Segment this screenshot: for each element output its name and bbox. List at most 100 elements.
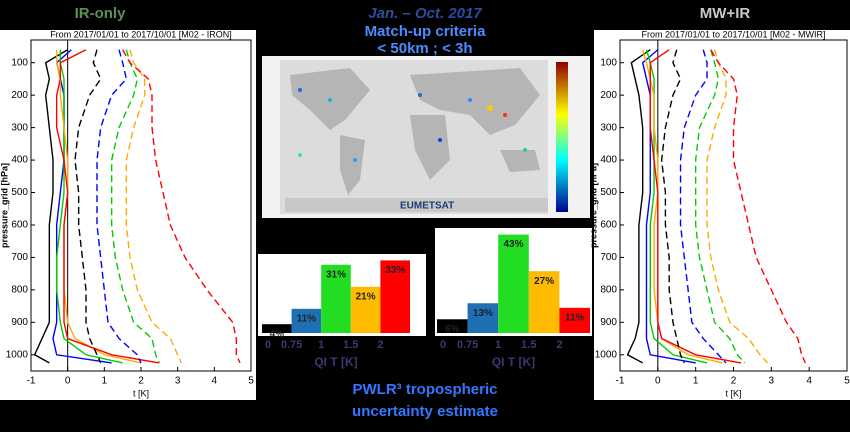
- bar: [380, 260, 410, 333]
- y-tick-label: 200: [600, 90, 617, 101]
- x-tick-label: 0.75: [457, 339, 478, 351]
- bar-label: 11%: [297, 313, 317, 324]
- map-logo: EUMETSAT: [400, 201, 454, 212]
- profile-line: [626, 49, 651, 364]
- right-heading: MW+IR: [700, 5, 751, 22]
- bar-label: 33%: [385, 265, 405, 276]
- criteria: Match-up criteria: [365, 23, 487, 40]
- left-panel: [0, 30, 256, 400]
- x-tick-label: 0: [440, 339, 446, 351]
- y-tick-label: 600: [11, 220, 28, 231]
- x-tick-label: 2: [377, 339, 383, 351]
- x-tick-label: 3: [769, 376, 775, 387]
- profile-line: [710, 49, 807, 364]
- land: [410, 115, 450, 180]
- y-tick-label: 800: [11, 285, 28, 296]
- bar: [321, 264, 351, 333]
- bar: [262, 324, 292, 333]
- land: [410, 68, 540, 135]
- x-tick-label: -1: [616, 376, 625, 387]
- profile-line: [641, 49, 696, 364]
- bar-label: 27%: [534, 276, 554, 287]
- station: [418, 93, 422, 97]
- station: [438, 138, 442, 142]
- x-tick-label: 0.75: [281, 339, 302, 351]
- land: [285, 198, 548, 212]
- profile-line: [74, 49, 102, 364]
- x-tick-label: 3: [175, 376, 181, 387]
- y-tick-label: 200: [11, 90, 28, 101]
- bar-label: 13%: [473, 308, 493, 319]
- profile-line: [694, 49, 746, 364]
- x-tick-label: 4: [212, 376, 218, 387]
- subtitle: From 2017/01/01 to 2017/10/01 [M02 - IRO…: [50, 29, 232, 39]
- profile-line: [55, 49, 160, 364]
- profile-line: [55, 49, 123, 364]
- y-tick-label: 100: [11, 57, 28, 68]
- period: Jan. – Oct. 2017: [368, 5, 482, 22]
- y-tick-label: 800: [600, 285, 617, 296]
- bar: [350, 286, 381, 333]
- x-tick-label: 1: [318, 339, 324, 351]
- station: [487, 105, 493, 111]
- x-tick-label: 1: [693, 376, 699, 387]
- x-tick-label: 5: [844, 376, 850, 387]
- y-tick-label: 500: [600, 187, 617, 198]
- station: [503, 113, 507, 117]
- y-tick-label: 400: [600, 155, 617, 166]
- y-tick-label: 300: [11, 122, 28, 133]
- x-tick-label: 1: [495, 339, 501, 351]
- land: [500, 150, 540, 172]
- bar-label: 31%: [326, 269, 346, 280]
- bar: [291, 308, 322, 333]
- y-axis-label: pressure_grid [hPa]: [0, 163, 9, 248]
- y-tick-label: 100: [600, 57, 617, 68]
- x-tick-label: 2: [138, 376, 144, 387]
- profile-line: [645, 49, 708, 364]
- left-heading: IR-only: [75, 5, 126, 22]
- caption: PWLR³ tropospheric: [353, 381, 498, 398]
- x-tick-label: 4: [806, 376, 812, 387]
- bar: [437, 319, 468, 333]
- bar-label: 6%: [445, 324, 460, 335]
- y-tick-label: 900: [600, 317, 617, 328]
- bar-label: 11%: [565, 312, 585, 323]
- x-tick-label: -1: [27, 376, 36, 387]
- x-axis-label: QI T [K]: [314, 355, 357, 369]
- x-tick-label: 2: [556, 339, 562, 351]
- right-panel: [594, 30, 850, 400]
- bar: [498, 234, 529, 333]
- profile-line: [33, 49, 69, 364]
- land: [340, 135, 365, 195]
- y-tick-label: 300: [600, 122, 617, 133]
- station: [298, 88, 302, 92]
- profile-line: [660, 49, 685, 364]
- y-axis-label: pressure_grid [hPa]: [588, 163, 598, 248]
- x-tick-label: 1.5: [521, 339, 536, 351]
- caption: uncertainty estimate: [352, 403, 498, 420]
- x-tick-label: 0: [655, 376, 661, 387]
- station: [523, 148, 527, 152]
- x-tick-label: 1.5: [343, 339, 358, 351]
- bar: [528, 271, 560, 333]
- profile-line: [679, 49, 727, 364]
- bar-label: 43%: [503, 239, 523, 250]
- subtitle: From 2017/01/01 to 2017/10/01 [M02 - MWI…: [641, 29, 825, 39]
- x-tick-label: 0: [265, 339, 271, 351]
- y-tick-label: 600: [600, 220, 617, 231]
- profile-line: [649, 49, 742, 364]
- profile-line: [122, 49, 241, 364]
- y-tick-label: 700: [11, 252, 28, 263]
- y-tick-label: 1000: [595, 349, 618, 360]
- station: [353, 158, 357, 162]
- x-tick-label: 2: [731, 376, 737, 387]
- x-axis-label: t [K]: [133, 388, 149, 398]
- bar: [559, 307, 590, 333]
- profile-line: [125, 49, 182, 364]
- profile-line: [110, 49, 160, 364]
- profile-line: [706, 49, 769, 364]
- y-tick-label: 900: [11, 317, 28, 328]
- x-tick-label: 0: [65, 376, 71, 387]
- station: [328, 98, 332, 102]
